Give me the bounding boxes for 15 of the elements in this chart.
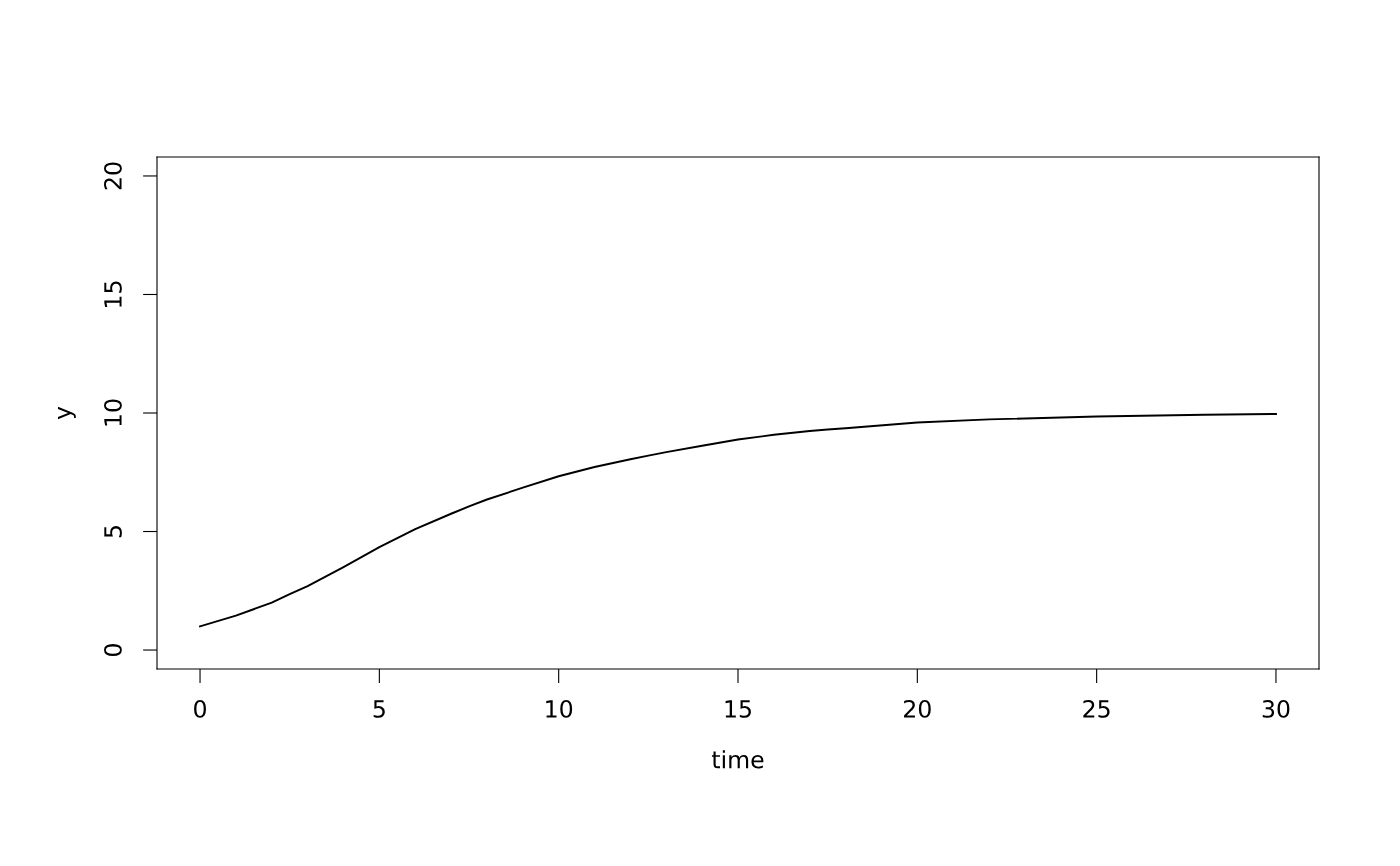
x-tick-label: 10 bbox=[546, 699, 573, 718]
y-tick-label: 5 bbox=[104, 526, 122, 538]
x-tick-label: 0 bbox=[194, 699, 206, 718]
y-tick-label: 10 bbox=[104, 399, 122, 426]
line-series bbox=[199, 412, 1277, 628]
x-axis-title: time bbox=[711, 750, 764, 769]
y-tick-label: 15 bbox=[104, 281, 122, 307]
x-tick-label: 30 bbox=[1262, 699, 1290, 718]
x-tick-label: 5 bbox=[373, 700, 385, 718]
y-tick-label: 20 bbox=[104, 162, 122, 190]
x-tick-label: 25 bbox=[1083, 699, 1110, 718]
x-tick-label: 15 bbox=[725, 700, 751, 718]
y-axis-title: y bbox=[57, 406, 76, 420]
y-tick-label: 0 bbox=[104, 644, 122, 656]
x-tick-label: 20 bbox=[904, 699, 931, 718]
